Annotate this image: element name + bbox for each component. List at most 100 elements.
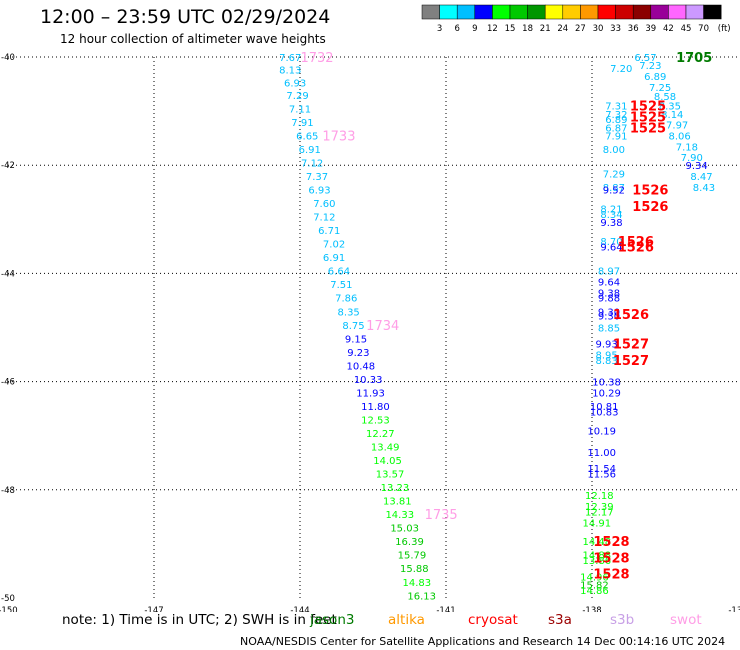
colorbar-tick-label: 39 (645, 24, 656, 34)
pass-time-label: 1528 (593, 568, 629, 583)
colorbar-tick-label: 24 (557, 24, 568, 34)
wave-height-label: 7.31 (605, 102, 627, 113)
wave-height-label: 8.87 (603, 183, 625, 194)
wave-height-label: 7.91 (291, 118, 313, 129)
pass-time-label: 1527 (613, 338, 649, 353)
wave-height-label: 7.37 (306, 172, 328, 183)
wave-height-label: 15.82 (580, 580, 609, 591)
wave-height-label: 7.20 (610, 64, 632, 75)
wave-height-label: 13.49 (371, 443, 400, 454)
wave-height-label: 7.12 (301, 158, 323, 169)
wave-height-label: 9.88 (598, 294, 620, 305)
wave-height-label: 8.00 (603, 145, 625, 156)
wave-height-label: 8.85 (598, 324, 620, 335)
wave-height-label: 7.29 (603, 169, 625, 180)
wave-height-label: 6.91 (323, 253, 345, 264)
wave-height-label: 7.29 (286, 91, 308, 102)
wave-height-label: 8.97 (598, 267, 620, 278)
wave-height-label: 15.88 (400, 564, 429, 575)
wave-height-label: 11.54 (587, 464, 616, 475)
wave-height-label: 8.70 (600, 237, 622, 248)
wave-height-label: 7.97 (666, 121, 688, 132)
wave-height-label: 9.52 (603, 186, 625, 197)
wave-height-label: 7.23 (639, 61, 661, 72)
wave-height-label: 8.75 (342, 321, 364, 332)
colorbar-legend: 3 6 9 12 15 18 21 24 27 30 33 36 39 42 45 70 (ft) (421, 4, 731, 34)
pass-time-label: 1525 (630, 100, 666, 115)
wave-height-label: 12.53 (361, 415, 390, 426)
chart-title: 12:00 – 23:59 UTC 02/29/2024 (40, 6, 331, 28)
colorbar-tick-label: 21 (540, 24, 551, 34)
chart-subtitle: 12 hour collection of altimeter wave hei… (60, 32, 326, 46)
wave-height-label: 14.48 (583, 537, 612, 548)
y-tick-label: -42 (1, 161, 15, 171)
colorbar-tick-label: 12 (487, 24, 498, 34)
wave-height-label: 11.00 (587, 448, 616, 459)
wave-height-label: 7.02 (323, 240, 345, 251)
x-tick-label: -135 (728, 606, 740, 612)
satellite-swot: swot (670, 612, 702, 628)
wave-height-label: 6.71 (318, 226, 340, 237)
wave-height-map: -40 -42 -44 -46 -48 -50 -150 -147 -144 -141 -138 -1… (0, 51, 740, 612)
wave-height-label: 13.81 (383, 497, 412, 508)
wave-height-label: 9.38 (600, 218, 622, 229)
wave-height-label: 8.06 (668, 131, 690, 142)
y-tick-label: -50 (1, 594, 15, 604)
satellite-altika: altika (388, 612, 425, 628)
wave-height-label: 6.93 (284, 78, 306, 89)
pass-time-label: 1733 (322, 129, 355, 144)
wave-height-label: 11.93 (356, 388, 385, 399)
wave-height-label: 6.89 (605, 115, 627, 126)
wave-height-label: 11.80 (361, 402, 390, 413)
x-tick-label: -144 (290, 606, 309, 612)
pass-time-label: 1528 (593, 535, 629, 550)
wave-height-label: 8.35 (338, 307, 360, 318)
wave-height-label: 14.88 (583, 551, 612, 562)
wave-height-label: 11.56 (587, 470, 616, 481)
wave-height-label: 7.86 (335, 294, 357, 305)
wave-height-label: 8.83 (595, 356, 617, 367)
wave-height-label: 12.18 (585, 491, 614, 502)
y-tick-label: -48 (1, 486, 15, 496)
y-tick-label: -46 (1, 378, 15, 388)
wave-height-label: 12.17 (585, 507, 614, 518)
wave-height-label: 10.33 (354, 375, 383, 386)
wave-height-label: 10.83 (590, 407, 619, 418)
colorbar-tick-label: 30 (593, 24, 604, 34)
wave-height-label: 8.21 (600, 204, 622, 215)
pass-time-label: 1705 (676, 51, 712, 66)
wave-height-label: 6.64 (328, 267, 350, 278)
wave-height-label: 9.30 (598, 312, 620, 323)
wave-height-label: 7.11 (289, 104, 311, 115)
x-tick-label: -147 (144, 606, 163, 612)
wave-height-label: 7.91 (605, 131, 627, 142)
wave-height-label: 13.86 (583, 556, 612, 567)
pass-time-label: 1528 (593, 551, 629, 566)
colorbar-tick-label: 15 (505, 24, 516, 34)
wave-height-label: 9.15 (345, 334, 367, 345)
wave-height-label: 9.64 (598, 278, 620, 289)
colorbar-tick-label: 42 (663, 24, 674, 34)
wave-height-label: 14.86 (580, 586, 609, 597)
wave-height-label: 10.81 (590, 402, 619, 413)
wave-height-label: 6.91 (299, 145, 321, 156)
satellite-jason3: jason3 (310, 612, 355, 628)
satellite-cryosat: cryosat (468, 612, 518, 628)
wave-height-label: 9.30 (598, 307, 620, 318)
wave-height-label: 10.29 (592, 388, 621, 399)
wave-height-label: 7.32 (605, 110, 627, 121)
wave-height-label: 9.93 (595, 340, 617, 351)
wave-height-label: 15.03 (390, 524, 419, 535)
colorbar-tick-label: 27 (575, 24, 586, 34)
colorbar-unit: (ft) (718, 24, 731, 34)
wave-height-label: 6.65 (296, 131, 318, 142)
wave-height-label: 6.89 (644, 72, 666, 83)
x-tick-label: -138 (582, 606, 601, 612)
colorbar-tick-label: 70 (698, 24, 709, 34)
wave-height-label: 16.13 (407, 591, 436, 602)
pass-time-label: 1526 (613, 308, 649, 323)
colorbar-tick-label: 18 (522, 24, 533, 34)
colorbar-tick-label: 33 (610, 24, 621, 34)
pass-time-label: 1526 (632, 200, 668, 215)
wave-height-label: 14.05 (373, 456, 402, 467)
